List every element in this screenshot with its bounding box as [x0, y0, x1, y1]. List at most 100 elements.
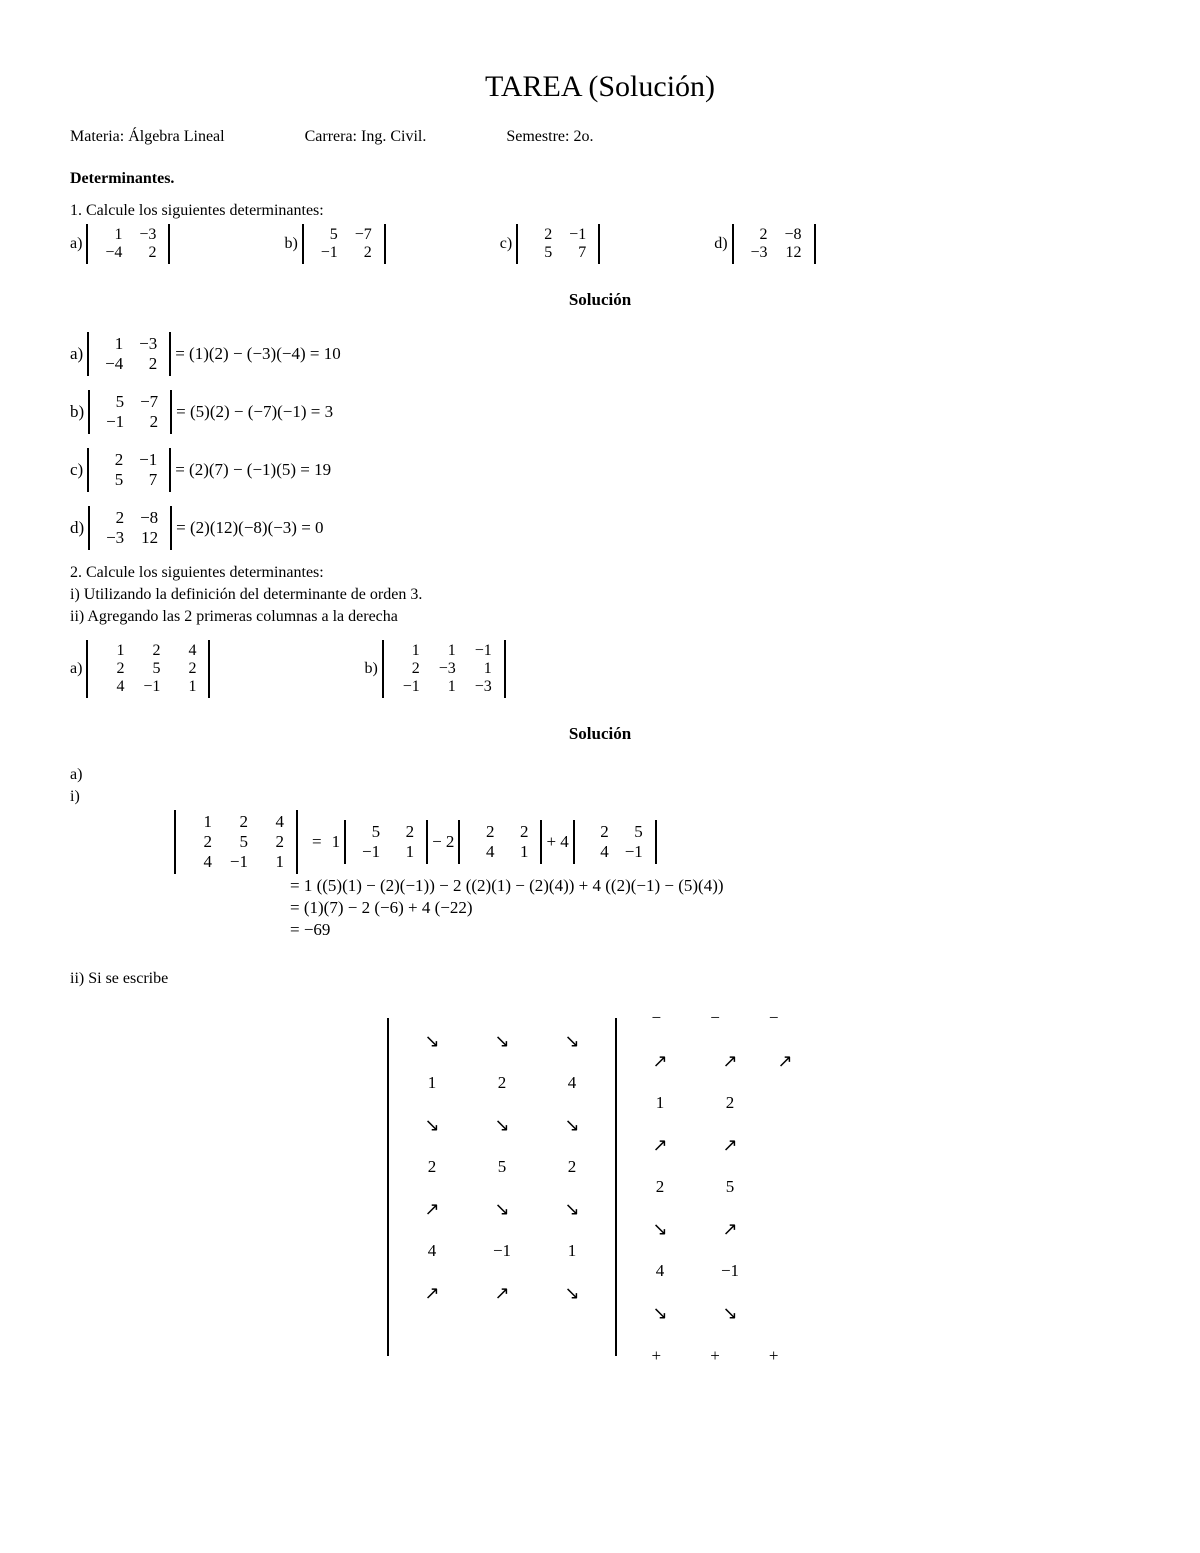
cell: 4: [581, 842, 615, 862]
cell: −1: [390, 678, 426, 696]
det-bar: [598, 224, 600, 264]
cell: 4: [166, 642, 202, 660]
cell: 5: [96, 392, 130, 412]
label: c): [70, 460, 83, 480]
cell: 4: [94, 678, 130, 696]
cell: 12: [774, 244, 808, 262]
cell: 2: [740, 226, 774, 244]
cell: 5: [352, 822, 386, 842]
cell: −3: [740, 244, 774, 262]
matrix: 11−1 2−31 −11−3: [384, 640, 504, 698]
determinant-2x2: 1−3 −42: [86, 224, 170, 264]
cell: −8: [774, 226, 808, 244]
up-right-arrow-icon: ↗: [722, 1220, 737, 1238]
determinant-2x2: 25 4−1: [573, 820, 657, 864]
cell: 5: [524, 244, 558, 262]
cell: 2: [568, 1157, 577, 1177]
up-right-arrow-icon: ↗: [424, 1284, 439, 1302]
cell: −3: [426, 660, 462, 678]
cell: −1: [130, 678, 166, 696]
up-right-arrow-icon: ↗: [652, 1136, 667, 1154]
cell: 4: [656, 1261, 665, 1281]
expansion-line-2: = 1 ((5)(1) − (2)(−1)) − 2 ((2)(1) − (2)…: [170, 876, 1130, 896]
down-right-arrow-icon: ↘: [564, 1032, 579, 1050]
materia-label: Materia: Álgebra Lineal: [70, 128, 225, 146]
det-bar: [426, 820, 428, 864]
p1-item-a: a) 1−3 −42: [70, 224, 174, 264]
cell: 4: [182, 852, 218, 872]
cell: −1: [462, 642, 498, 660]
cell: −1: [558, 226, 592, 244]
cell: 5: [726, 1177, 735, 1197]
cell: 7: [129, 470, 163, 490]
p1-item-d: d) 2−8 −312: [714, 224, 819, 264]
down-right-arrow-icon: ↘: [564, 1284, 579, 1302]
p2sol-i-label: i): [70, 788, 1130, 806]
header-row: Materia: Álgebra Lineal Carrera: Ing. Ci…: [70, 128, 1130, 146]
carrera-label: Carrera: Ing. Civil.: [305, 128, 427, 146]
p1-c-label: c): [500, 235, 512, 253]
up-right-arrow-icon: ↗: [424, 1200, 439, 1218]
cell: 2: [129, 354, 163, 374]
cell: 5: [498, 1157, 507, 1177]
cell: 12: [130, 528, 164, 548]
matrix: 1−3 −42: [88, 224, 168, 264]
det-bar: [170, 506, 172, 550]
down-right-arrow-icon: ↘: [722, 1304, 737, 1322]
cell: 2: [95, 450, 129, 470]
problem-2-ii: ii) Agregando las 2 primeras columnas a …: [70, 608, 1130, 626]
cell: 2: [498, 1073, 507, 1093]
cell: 2: [218, 812, 254, 832]
determinant-3x3: 11−1 2−31 −11−3: [382, 640, 506, 698]
cell: 2: [656, 1177, 665, 1197]
cell: 1: [656, 1093, 665, 1113]
minus-sign: −: [710, 1008, 720, 1028]
cell: 5: [95, 470, 129, 490]
cell: −4: [95, 354, 129, 374]
determinant-2x2: 2−1 57: [87, 448, 171, 492]
up-right-arrow-icon: ↗: [777, 1052, 792, 1070]
equation: = (1)(2) − (−3)(−4) = 10: [175, 344, 340, 364]
cell: −3: [462, 678, 498, 696]
determinant-2x2: 5−7 −12: [88, 390, 172, 434]
cell: −3: [129, 334, 163, 354]
determinant-2x2: 2−8 −312: [732, 224, 816, 264]
solution-heading-2: Solución: [70, 724, 1130, 744]
p2-item-b: b) 11−1 2−31 −11−3: [364, 640, 509, 698]
problem-2-row: a) 124 252 4−11 b) 11−1 2−31 −11−3: [70, 640, 1130, 698]
cell: 5: [130, 660, 166, 678]
cell: 2: [344, 244, 378, 262]
det-bar: [504, 640, 506, 698]
cell: 1: [386, 842, 420, 862]
determinant-2x2: 2−1 57: [516, 224, 600, 264]
page-title: TAREA (Solución): [70, 70, 1130, 104]
cell: −1: [721, 1261, 739, 1281]
sarrus-plus-row: + + +: [617, 1346, 813, 1366]
cell: 2: [128, 244, 162, 262]
expansion-line-3: = (1)(7) − 2 (−6) + 4 (−22): [170, 898, 1130, 918]
sarrus-minus-row: − − −: [617, 1008, 813, 1028]
sarrus-left-grid: ↘↘↘ 124 ↘↘↘ 252 ↗↘↘ 4−11 ↗↗↘: [389, 1008, 615, 1326]
matrix: 1−3 −42: [89, 332, 169, 376]
cell: 1: [254, 852, 290, 872]
down-right-arrow-icon: ↘: [494, 1116, 509, 1134]
plus-sign: +: [652, 1346, 662, 1366]
down-right-arrow-icon: ↘: [652, 1220, 667, 1238]
equation: = (5)(2) − (−7)(−1) = 3: [176, 402, 333, 422]
coef: 1: [332, 832, 341, 852]
up-right-arrow-icon: ↗: [652, 1052, 667, 1070]
cell: 1: [462, 660, 498, 678]
cell: 1: [95, 334, 129, 354]
det-bar: [384, 224, 386, 264]
cell: −1: [96, 412, 130, 432]
p2sol-a-label: a): [70, 766, 1130, 784]
equation: = (2)(12)(−8)(−3) = 0: [176, 518, 323, 538]
cell: 1: [166, 678, 202, 696]
determinant-2x2: 22 41: [458, 820, 542, 864]
matrix: 22 41: [460, 820, 540, 864]
down-right-arrow-icon: ↘: [564, 1116, 579, 1134]
p1-sol-c: c) 2−1 57 = (2)(7) − (−1)(5) = 19: [70, 448, 1130, 492]
cell: 1: [500, 842, 534, 862]
problem-2-intro: 2. Calcule los siguientes determinantes:: [70, 564, 1130, 582]
cell: 5: [615, 822, 649, 842]
